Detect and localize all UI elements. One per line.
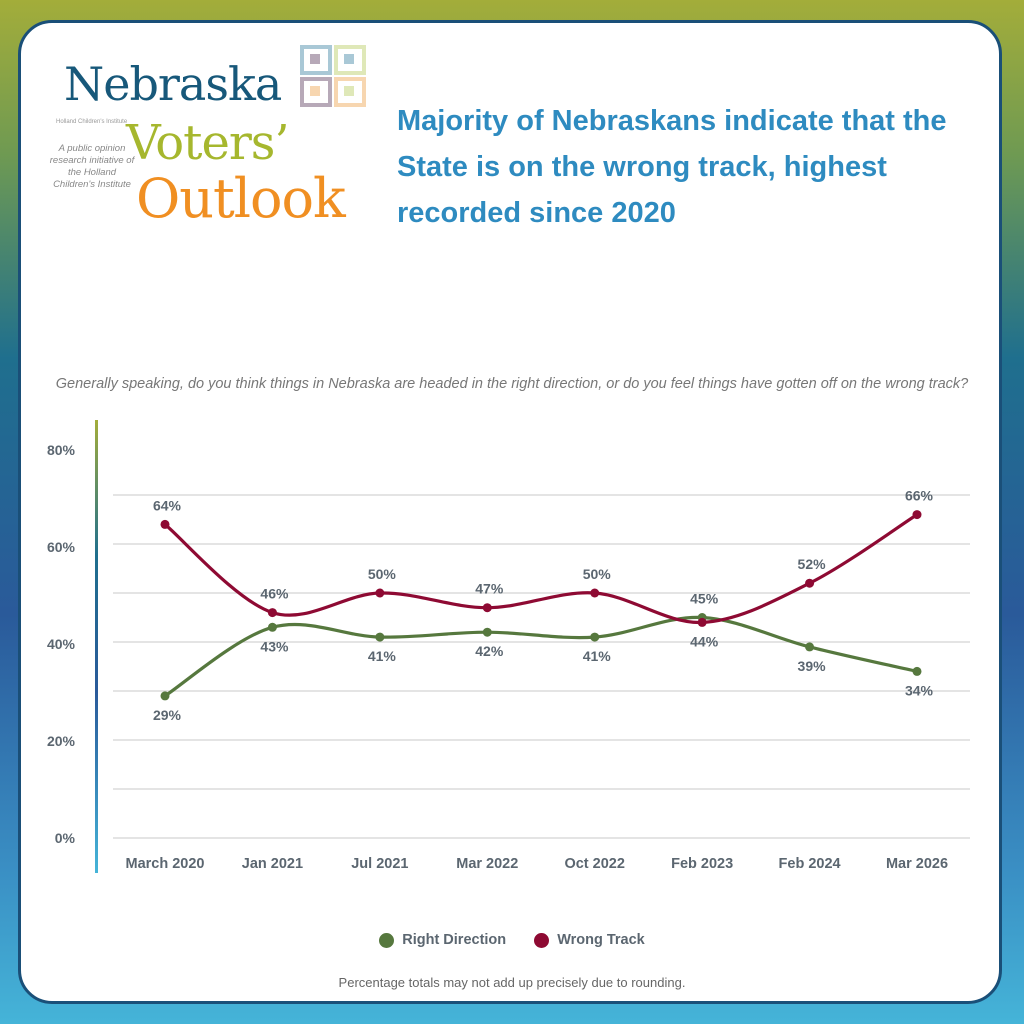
y-tick-label: 20%	[47, 733, 76, 749]
series-line-wrong-track	[163, 513, 918, 625]
data-label: 39%	[798, 658, 827, 674]
data-point	[375, 632, 385, 642]
legend-label: Wrong Track	[557, 932, 645, 948]
data-point	[375, 588, 385, 598]
logo-nebraska: Nebraska	[64, 57, 282, 111]
x-tick-label: March 2020	[126, 856, 205, 872]
data-point	[912, 510, 922, 520]
data-label: 66%	[905, 488, 934, 504]
data-label: 45%	[690, 591, 719, 607]
x-tick-label: Mar 2026	[886, 856, 948, 872]
data-label: 41%	[583, 648, 612, 664]
data-label: 42%	[475, 643, 504, 659]
legend-item-right-direction: Right Direction	[379, 932, 506, 948]
legend-swatch	[534, 932, 550, 948]
legend: Right Direction Wrong Track	[0, 932, 1024, 952]
y-tick-label: 80%	[47, 442, 76, 458]
series-line-right-direction	[164, 615, 918, 698]
legend-label: Right Direction	[402, 932, 507, 948]
logo-quilt-icon	[300, 45, 366, 107]
data-label: 29%	[153, 707, 182, 723]
chart-title: Generally speaking, do you think things …	[55, 376, 969, 392]
data-label: 43%	[260, 638, 289, 654]
data-point	[267, 622, 277, 632]
data-label: 44%	[690, 633, 719, 649]
data-label: 46%	[260, 586, 289, 602]
legend-item-wrong-track: Wrong Track	[534, 932, 645, 948]
legend-swatch	[379, 932, 395, 948]
data-label: 52%	[798, 556, 827, 572]
data-label: 64%	[153, 497, 182, 513]
data-label: 47%	[475, 581, 504, 597]
data-point	[590, 632, 600, 642]
y-tick-label: 0%	[55, 830, 76, 846]
data-point	[697, 617, 707, 627]
data-label: 50%	[583, 566, 612, 582]
footnote: Percentage totals may not add up precise…	[338, 975, 686, 990]
data-label: 41%	[368, 648, 397, 664]
data-point	[590, 588, 600, 598]
x-tick-label: Oct 2022	[564, 856, 624, 872]
y-tick-label: 40%	[47, 636, 76, 652]
data-label: 50%	[368, 566, 397, 582]
y-axis-bar	[95, 420, 98, 873]
headline: Majority of Nebraskans indicate that the…	[397, 105, 947, 229]
logo-outlook: Outlook	[136, 167, 346, 230]
data-point	[805, 578, 815, 588]
partner-logo: Holland Children's Institute	[56, 119, 128, 125]
data-point	[267, 608, 277, 618]
data-point	[805, 642, 815, 652]
x-tick-label: Mar 2022	[456, 856, 518, 872]
x-tick-label: Jan 2021	[242, 856, 303, 872]
y-tick-label: 60%	[47, 539, 76, 555]
data-label: 34%	[905, 682, 934, 698]
card	[18, 20, 1002, 1004]
logo-tagline: A public opinion research initiative of …	[49, 143, 135, 190]
logo: Nebraska Holland Children's Institute A …	[50, 45, 380, 230]
x-tick-label: Feb 2023	[671, 856, 733, 872]
data-point	[912, 666, 922, 676]
logo-voters: Voters’	[126, 115, 290, 171]
data-point	[482, 603, 492, 613]
x-tick-label: Feb 2024	[779, 856, 841, 872]
x-tick-label: Jul 2021	[351, 856, 408, 872]
data-point	[160, 519, 170, 529]
data-point	[482, 627, 492, 637]
data-point	[160, 691, 170, 701]
